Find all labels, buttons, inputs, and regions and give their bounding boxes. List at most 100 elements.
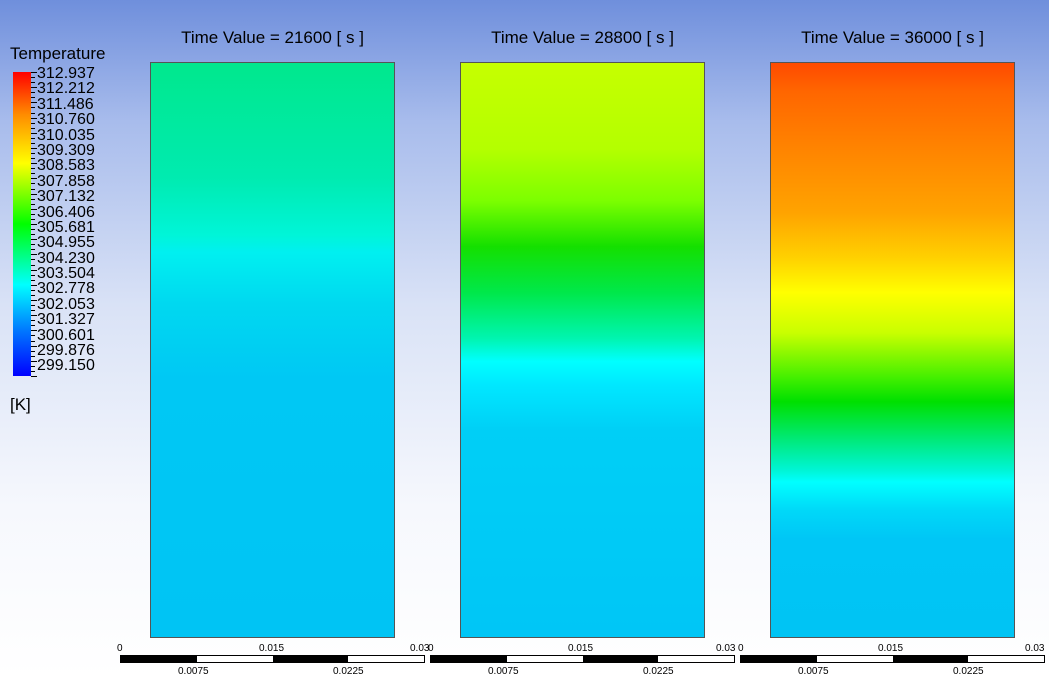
scale-tick-label: 0.0075 <box>178 666 209 677</box>
colorbar-tick <box>31 229 35 231</box>
scale-tick-label: 0.0225 <box>333 666 364 677</box>
panel-title-1: Time Value = 21600 [ s ] <box>181 28 364 47</box>
legend-label: 301.327 <box>37 311 95 329</box>
colorbar-tick <box>31 112 35 114</box>
colorbar-tick <box>31 87 37 89</box>
colorbar-tick <box>31 289 35 291</box>
legend-label: 308.583 <box>37 157 95 175</box>
legend-label: 306.406 <box>37 203 95 221</box>
colorbar-tick <box>31 137 35 139</box>
legend-label: 304.955 <box>37 234 95 252</box>
colorbar-tick <box>31 92 35 94</box>
colorbar-tick <box>31 107 35 109</box>
colorbar-tick <box>31 178 37 180</box>
legend-title: Temperature <box>10 44 106 63</box>
colorbar-tick <box>31 355 35 357</box>
colorbar-tick <box>31 376 37 377</box>
colorbar-tick <box>31 117 37 119</box>
legend-label: 312.212 <box>37 80 95 98</box>
colorbar-tick <box>31 335 35 337</box>
colorbar-tick <box>31 148 37 149</box>
colorbar-tick <box>31 234 35 236</box>
temperature-contour-panel-1 <box>150 62 395 638</box>
legend-label: 311.486 <box>37 95 94 113</box>
colorbar-tick <box>31 97 35 99</box>
colorbar-tick <box>31 310 35 312</box>
legend-label: 309.309 <box>37 141 95 159</box>
colorbar-tick <box>31 142 35 144</box>
scale-tick-label: 0.015 <box>259 643 285 654</box>
colorbar-tick <box>31 122 35 124</box>
colorbar-tick <box>31 305 35 307</box>
legend-label: 310.760 <box>37 111 95 129</box>
scale-tick-label: 0.015 <box>878 643 904 654</box>
scale-tick-label: 0.03 <box>410 643 430 654</box>
colorbar-tick <box>31 284 37 286</box>
scale-tick-label: 0 <box>428 643 434 654</box>
colorbar-tick <box>31 274 35 276</box>
panel-title-2: Time Value = 28800 [ s ] <box>491 28 674 47</box>
scale-bar-graphic <box>120 655 425 663</box>
colorbar-tick <box>31 259 35 261</box>
colorbar-tick <box>31 264 35 266</box>
scale-tick-label: 0.03 <box>1025 643 1045 654</box>
colorbar-tick <box>31 360 37 362</box>
colorbar-tick <box>31 320 35 322</box>
colorbar-tick <box>31 224 37 225</box>
legend-label: 307.132 <box>37 188 95 206</box>
colorbar-tick <box>31 330 37 332</box>
colorbar-tick <box>31 127 35 129</box>
legend-label: 299.876 <box>37 342 95 360</box>
scale-tick-label: 0.015 <box>568 643 594 654</box>
colorbar-tick <box>31 168 35 170</box>
panel-title-3: Time Value = 36000 [ s ] <box>801 28 984 47</box>
colorbar-tick <box>31 102 37 104</box>
colorbar-tick <box>31 188 35 190</box>
colorbar-tick <box>31 163 37 165</box>
colorbar-tick <box>31 208 37 210</box>
temperature-contour-panel-3 <box>770 62 1015 638</box>
legend-unit: [K] <box>10 395 31 414</box>
colorbar-tick <box>31 198 35 200</box>
colorbar-tick <box>31 315 37 317</box>
colorbar-tick <box>31 340 35 342</box>
colorbar-tick <box>31 203 35 205</box>
colorbar-tick <box>31 325 35 327</box>
scale-bar-graphic <box>740 655 1045 663</box>
legend-label: 312.937 <box>37 65 95 82</box>
legend-label: 305.681 <box>37 218 95 236</box>
colorbar-tick <box>31 158 35 160</box>
colorbar-tick <box>31 153 35 155</box>
legend-labels: 312.937 312.212 311.486 310.760 310.035 … <box>37 65 127 374</box>
temperature-colorbar <box>13 72 31 376</box>
temperature-contour-panel-2 <box>460 62 705 638</box>
scale-tick-label: 0.0225 <box>953 666 984 677</box>
legend-label: 307.858 <box>37 172 95 190</box>
colorbar-tick <box>31 370 35 372</box>
legend-label: 310.035 <box>37 126 95 144</box>
colorbar-tick <box>31 294 35 296</box>
legend-label: 303.504 <box>37 265 95 283</box>
colorbar-tick <box>31 183 35 185</box>
colorbar-tick <box>31 72 37 73</box>
colorbar-tick <box>31 365 35 367</box>
colorbar-tick <box>31 193 37 195</box>
scale-tick-label: 0.0075 <box>798 666 829 677</box>
legend-label: 302.778 <box>37 280 95 298</box>
scale-bar-graphic <box>430 655 735 663</box>
scale-tick-label: 0 <box>117 643 123 654</box>
colorbar-tick <box>31 77 35 79</box>
scale-tick-label: 0.0225 <box>643 666 674 677</box>
legend-label: 302.053 <box>37 295 95 313</box>
colorbar-tick <box>31 173 35 175</box>
scale-tick-label: 0.03 <box>716 643 736 654</box>
legend-label: 304.230 <box>37 249 95 267</box>
colorbar-tick <box>31 213 35 215</box>
colorbar-tick <box>31 218 35 220</box>
colorbar-tick <box>31 345 37 347</box>
colorbar-tick <box>31 239 37 241</box>
scale-tick-label: 0 <box>738 643 744 654</box>
colorbar-tick <box>31 249 35 251</box>
colorbar-tick <box>31 244 35 246</box>
colorbar-ticks <box>31 72 37 377</box>
